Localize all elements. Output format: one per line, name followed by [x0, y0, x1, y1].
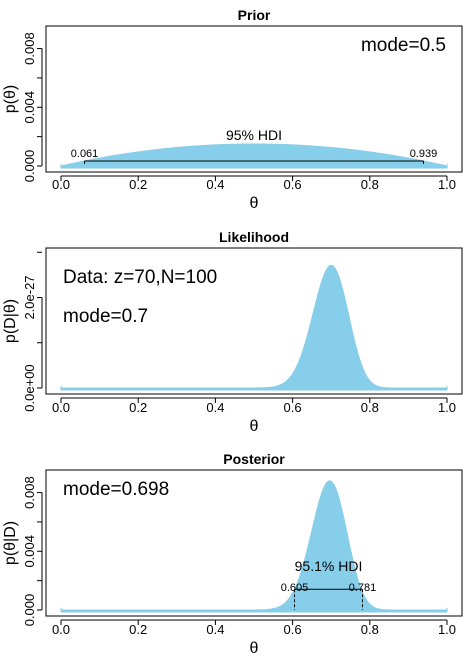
annotation-mode: mode=0.7 [63, 306, 148, 327]
hdi-low-label: 0.061 [71, 148, 99, 160]
x-tick-label: 1.0 [438, 400, 456, 415]
y-tick-label: 0.008 [22, 476, 37, 509]
y-axis: 0.000 0.004 0.008 [22, 32, 43, 183]
x-axis: 0.0 0.2 0.4 0.6 0.8 1.0 [52, 397, 456, 415]
hdi-label: 95.1% HDI [295, 558, 363, 574]
y-tick-label: 0.008 [22, 32, 37, 65]
likelihood-curve [60, 264, 448, 391]
y-tick-label: 0.000 [22, 150, 37, 183]
annotation-data: Data: z=70,N=100 [63, 267, 217, 288]
y-tick-label: 0.004 [22, 91, 37, 124]
x-tick-label: 0.4 [206, 400, 224, 415]
x-tick-label: 1.0 [438, 622, 456, 637]
prior-curve [60, 143, 448, 169]
y-axis-label: p(θ) [2, 85, 19, 113]
y-axis-label: p(θ|D) [2, 521, 19, 565]
x-tick-label: 0.2 [129, 177, 147, 192]
x-tick-label: 0.8 [361, 622, 379, 637]
x-tick-label: 0.6 [284, 400, 302, 415]
panel-title: Likelihood [219, 229, 289, 245]
x-tick-label: 0.2 [129, 622, 147, 637]
hdi-high-label: 0.939 [410, 148, 438, 160]
plot-frame [45, 469, 463, 617]
y-tick-label: 2.0e-27 [22, 275, 37, 319]
y-tick-label: 0.004 [22, 535, 37, 568]
hdi-group: 95% HDI 0.061 0.939 [71, 127, 437, 166]
plot-frame [45, 25, 463, 173]
x-tick-label: 0.4 [206, 622, 224, 637]
panel-title: Prior [238, 7, 271, 23]
x-tick-label: 0.8 [361, 400, 379, 415]
x-tick-label: 0.0 [52, 400, 70, 415]
annotation-mode: mode=0.698 [63, 479, 169, 500]
x-axis-label: θ [250, 640, 259, 657]
y-axis: 0.000 0.004 0.008 [22, 476, 43, 627]
x-tick-label: 0.6 [284, 622, 302, 637]
panel-prior: Prior 0.0 0.2 0.4 0.6 0.8 1.0 θ 0.000 0.004 0.008 p… [2, 7, 463, 212]
hdi-high-label: 0.781 [349, 582, 377, 594]
x-axis-label: θ [250, 195, 259, 212]
x-tick-label: 0.4 [206, 177, 224, 192]
hdi-group: 95.1% HDI 0.605 0.781 [281, 558, 376, 610]
plot-frame [45, 247, 463, 395]
x-axis: 0.0 0.2 0.4 0.6 0.8 1.0 [52, 175, 456, 192]
x-tick-label: 1.0 [438, 177, 456, 192]
hdi-label: 95% HDI [226, 127, 282, 143]
x-tick-label: 0.2 [129, 400, 147, 415]
x-tick-label: 0.0 [52, 177, 70, 192]
x-axis-label: θ [250, 418, 259, 435]
y-tick-label: 0.000 [22, 594, 37, 627]
y-axis: 0.0e+00 2.0e-27 [22, 251, 43, 412]
panel-title: Posterior [223, 451, 285, 467]
panel-likelihood: Likelihood 0.0 0.2 0.4 0.6 0.8 1.0 θ 0.0e+00 2.0e… [2, 229, 463, 435]
hdi-low-label: 0.605 [281, 582, 309, 594]
x-tick-label: 0.6 [284, 177, 302, 192]
y-axis-label: p(D|θ) [2, 299, 19, 343]
x-tick-label: 0.8 [361, 177, 379, 192]
x-tick-label: 0.0 [52, 622, 70, 637]
annotation-mode: mode=0.5 [361, 35, 446, 56]
posterior-curve [60, 480, 448, 613]
y-tick-label: 0.0e+00 [22, 364, 37, 411]
x-axis: 0.0 0.2 0.4 0.6 0.8 1.0 [52, 619, 456, 637]
